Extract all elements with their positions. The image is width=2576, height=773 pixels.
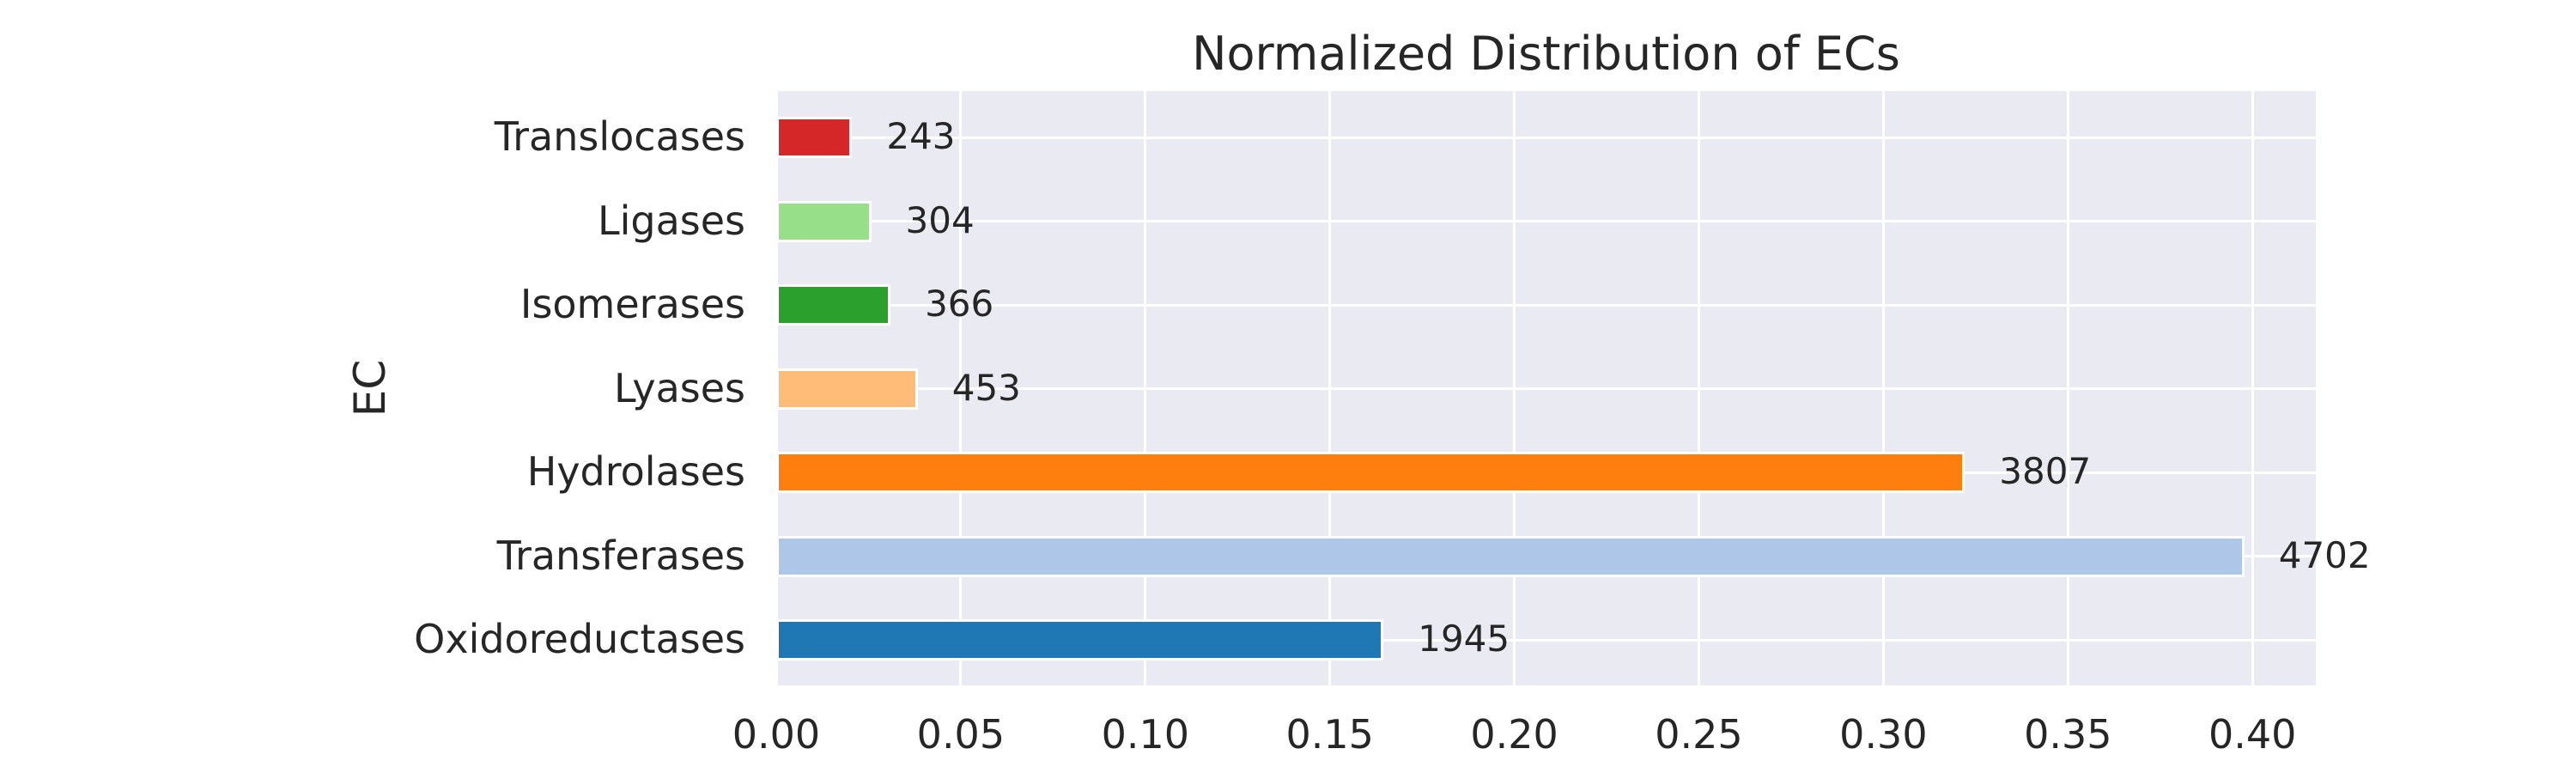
y-axis-label: EC (345, 359, 395, 417)
x-tick-label: 0.35 (2024, 711, 2112, 758)
bar-value-label: 453 (951, 366, 1021, 409)
y-tick-label: Isomerases (519, 281, 745, 328)
y-tick-label: Lyases (613, 364, 745, 411)
x-tick-label: 0.00 (732, 711, 821, 758)
y-tick-label: Translocases (494, 113, 745, 161)
x-tick-label: 0.30 (1839, 711, 1928, 758)
y-tick-label: Hydrolases (526, 448, 745, 496)
bar-hydrolases (776, 452, 1965, 493)
bar-value-label: 3807 (1999, 450, 2092, 493)
bar-lyases (776, 368, 918, 410)
plot-area: 243 304 366 453 3807 4702 1945 (775, 91, 2371, 685)
x-tick-label: 0.10 (1101, 711, 1189, 758)
x-tick-label: 0.15 (1285, 711, 1374, 758)
bar-value-label: 4702 (2278, 533, 2371, 576)
y-tick-label: Transferases (496, 532, 745, 579)
bar-value-label: 366 (925, 283, 994, 326)
x-tick-label: 0.05 (916, 711, 1005, 758)
bar-transferases (776, 535, 2245, 577)
bar-ligases (776, 200, 872, 242)
gridline-horizontal (776, 303, 2316, 307)
x-tick-label: 0.25 (1655, 711, 1743, 758)
gridline-horizontal (776, 638, 2316, 642)
gridline-horizontal (776, 136, 2316, 139)
x-tick-label: 0.40 (2208, 711, 2297, 758)
y-tick-label: Oxidoreductases (414, 616, 745, 663)
y-tick-label: Ligases (597, 197, 745, 244)
bar-value-label: 243 (886, 115, 956, 158)
bar-translocases (776, 117, 853, 158)
bar-value-label: 304 (905, 198, 975, 241)
bar-isomerases (776, 284, 891, 326)
bar-oxidoreductases (776, 619, 1384, 660)
x-tick-label: 0.20 (1470, 711, 1558, 758)
bar-value-label: 1945 (1418, 618, 1510, 660)
gridline-horizontal (776, 387, 2316, 390)
chart-title: Normalized Distribution of ECs (1192, 27, 1900, 81)
gridline-horizontal (776, 220, 2316, 222)
